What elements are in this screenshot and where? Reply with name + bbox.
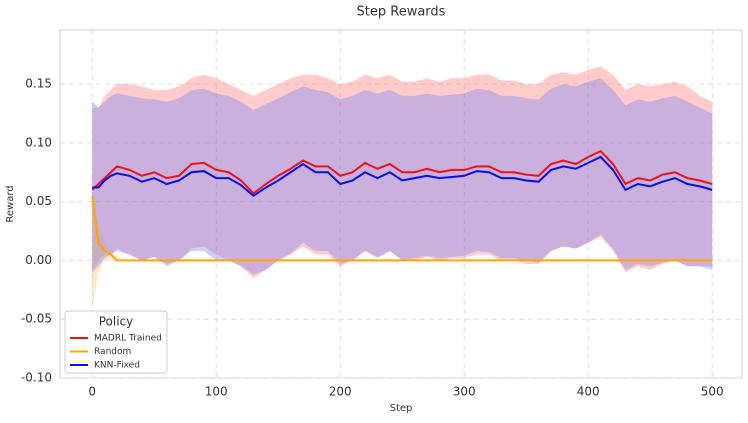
legend-label: MADRL Trained bbox=[94, 334, 162, 344]
y-tick-label: -0.10 bbox=[21, 371, 52, 385]
x-axis-label: Step bbox=[390, 403, 413, 414]
plot-area bbox=[59, 29, 743, 379]
y-axis-label: Reward bbox=[5, 185, 16, 222]
x-tick-label: 300 bbox=[453, 385, 476, 399]
legend: Policy MADRL Trained Random KNN-Fixed bbox=[64, 310, 168, 374]
series-line bbox=[91, 149, 713, 195]
x-tick-label: 200 bbox=[329, 385, 352, 399]
legend-title: Policy bbox=[99, 315, 134, 329]
y-tick-label: -0.05 bbox=[21, 312, 52, 326]
y-tick-label: 0.15 bbox=[25, 77, 52, 91]
x-tick-label: 400 bbox=[577, 385, 600, 399]
legend-box bbox=[64, 310, 168, 374]
x-tick-label: 100 bbox=[205, 385, 228, 399]
y-tick-label: 0.05 bbox=[25, 194, 52, 208]
confidence-band bbox=[92, 189, 118, 308]
y-tick-label: 0.00 bbox=[25, 253, 52, 267]
x-tick-label: 500 bbox=[701, 385, 724, 399]
y-tick-label: 0.10 bbox=[25, 135, 52, 149]
legend-label: KNN-Fixed bbox=[94, 361, 140, 371]
confidence-band bbox=[92, 78, 713, 275]
x-tick-label: 0 bbox=[88, 385, 96, 399]
legend-label: Random bbox=[94, 347, 131, 357]
chart-title: Step Rewards bbox=[357, 5, 446, 20]
series-line bbox=[91, 195, 713, 262]
series-line bbox=[92, 155, 713, 198]
